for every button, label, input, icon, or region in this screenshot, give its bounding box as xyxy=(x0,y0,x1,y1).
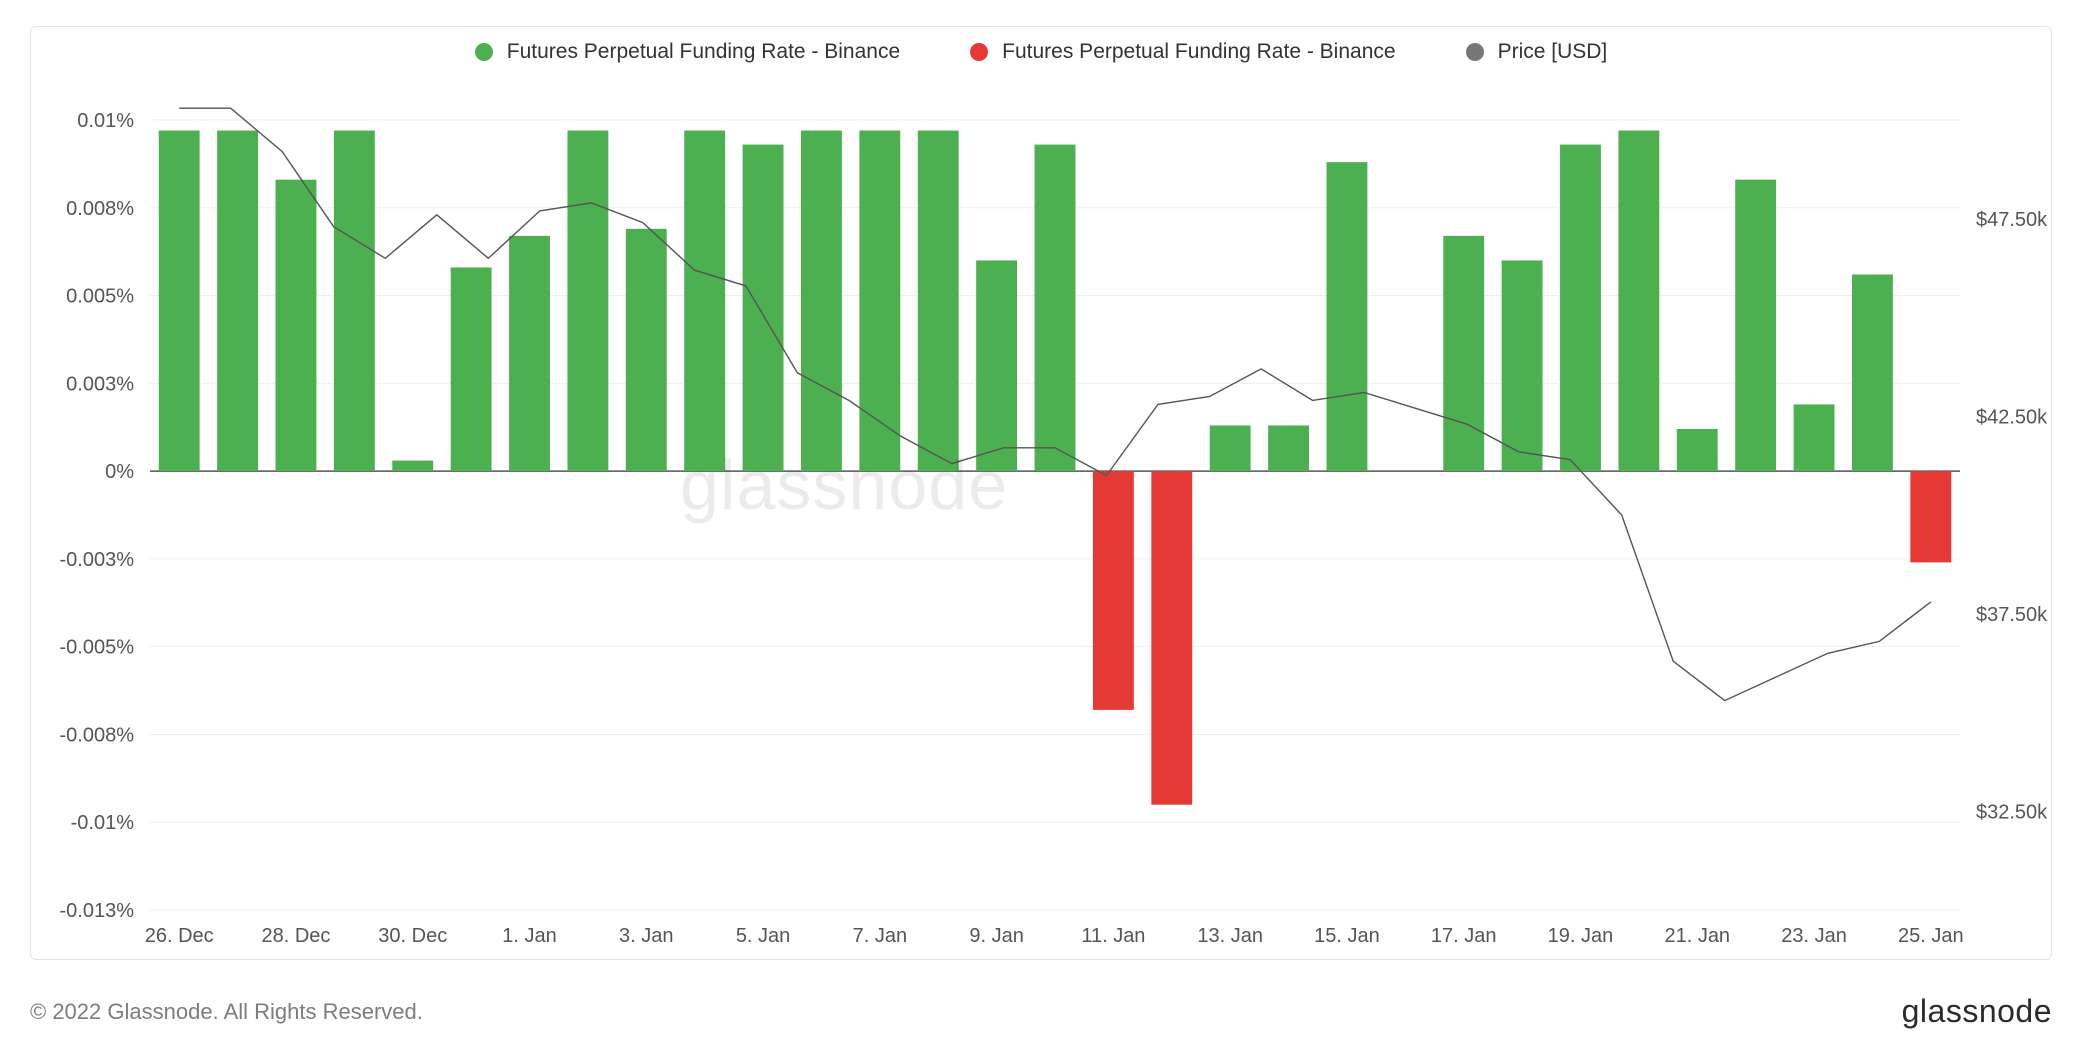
legend-swatch-negative xyxy=(970,43,988,61)
copyright-text: © 2022 Glassnode. All Rights Reserved. xyxy=(30,999,423,1025)
svg-text:0.003%: 0.003% xyxy=(66,373,134,395)
svg-text:30. Dec: 30. Dec xyxy=(378,925,447,947)
svg-text:3. Jan: 3. Jan xyxy=(619,925,673,947)
svg-text:25. Jan: 25. Jan xyxy=(1898,925,1964,947)
svg-text:$37.50k: $37.50k xyxy=(1976,604,2048,626)
svg-text:19. Jan: 19. Jan xyxy=(1548,925,1614,947)
svg-text:7. Jan: 7. Jan xyxy=(853,925,907,947)
svg-text:26. Dec: 26. Dec xyxy=(145,925,214,947)
svg-text:-0.01%: -0.01% xyxy=(71,812,135,834)
legend-label-positive: Futures Perpetual Funding Rate - Binance xyxy=(507,40,900,64)
chart-container: 0.01% 0.008% 0.005% 0.003% 0% -0.003% -0.005% -… xyxy=(0,0,2082,1054)
svg-text:15. Jan: 15. Jan xyxy=(1314,925,1380,947)
svg-text:1. Jan: 1. Jan xyxy=(502,925,556,947)
legend-item-positive: Futures Perpetual Funding Rate - Binance xyxy=(475,40,900,64)
svg-text:23. Jan: 23. Jan xyxy=(1781,925,1847,947)
svg-text:-0.005%: -0.005% xyxy=(60,637,135,659)
svg-text:17. Jan: 17. Jan xyxy=(1431,925,1497,947)
legend-swatch-positive xyxy=(475,43,493,61)
svg-text:$47.50k: $47.50k xyxy=(1976,209,2048,231)
brand-logo-text: glassnode xyxy=(1902,993,2052,1030)
svg-text:13. Jan: 13. Jan xyxy=(1197,925,1263,947)
legend-item-price: Price [USD] xyxy=(1466,40,1608,64)
svg-text:$32.50k: $32.50k xyxy=(1976,801,2048,823)
svg-text:0.008%: 0.008% xyxy=(66,198,134,220)
svg-text:0%: 0% xyxy=(105,461,134,483)
svg-text:11. Jan: 11. Jan xyxy=(1081,925,1145,947)
svg-text:21. Jan: 21. Jan xyxy=(1664,925,1730,947)
chart-footer: © 2022 Glassnode. All Rights Reserved. g… xyxy=(30,993,2052,1030)
svg-text:-0.008%: -0.008% xyxy=(60,724,135,746)
chart-legend: Futures Perpetual Funding Rate - Binance… xyxy=(0,40,2082,64)
legend-item-negative: Futures Perpetual Funding Rate - Binance xyxy=(970,40,1395,64)
svg-text:9. Jan: 9. Jan xyxy=(969,925,1023,947)
svg-text:0.005%: 0.005% xyxy=(66,286,134,308)
legend-label-price: Price [USD] xyxy=(1498,40,1608,64)
svg-text:28. Dec: 28. Dec xyxy=(261,925,330,947)
svg-text:5. Jan: 5. Jan xyxy=(736,925,790,947)
svg-text:-0.003%: -0.003% xyxy=(60,549,135,571)
legend-label-negative: Futures Perpetual Funding Rate - Binance xyxy=(1002,40,1395,64)
svg-text:0.01%: 0.01% xyxy=(77,110,134,132)
svg-text:-0.013%: -0.013% xyxy=(60,900,135,922)
svg-text:$42.50k: $42.50k xyxy=(1976,406,2048,428)
legend-swatch-price xyxy=(1466,43,1484,61)
funding-rate-chart: 0.01% 0.008% 0.005% 0.003% 0% -0.003% -0.005% -… xyxy=(0,0,2082,1054)
